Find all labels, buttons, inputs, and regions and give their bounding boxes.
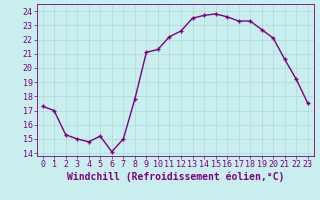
X-axis label: Windchill (Refroidissement éolien,°C): Windchill (Refroidissement éolien,°C) (67, 172, 284, 182)
